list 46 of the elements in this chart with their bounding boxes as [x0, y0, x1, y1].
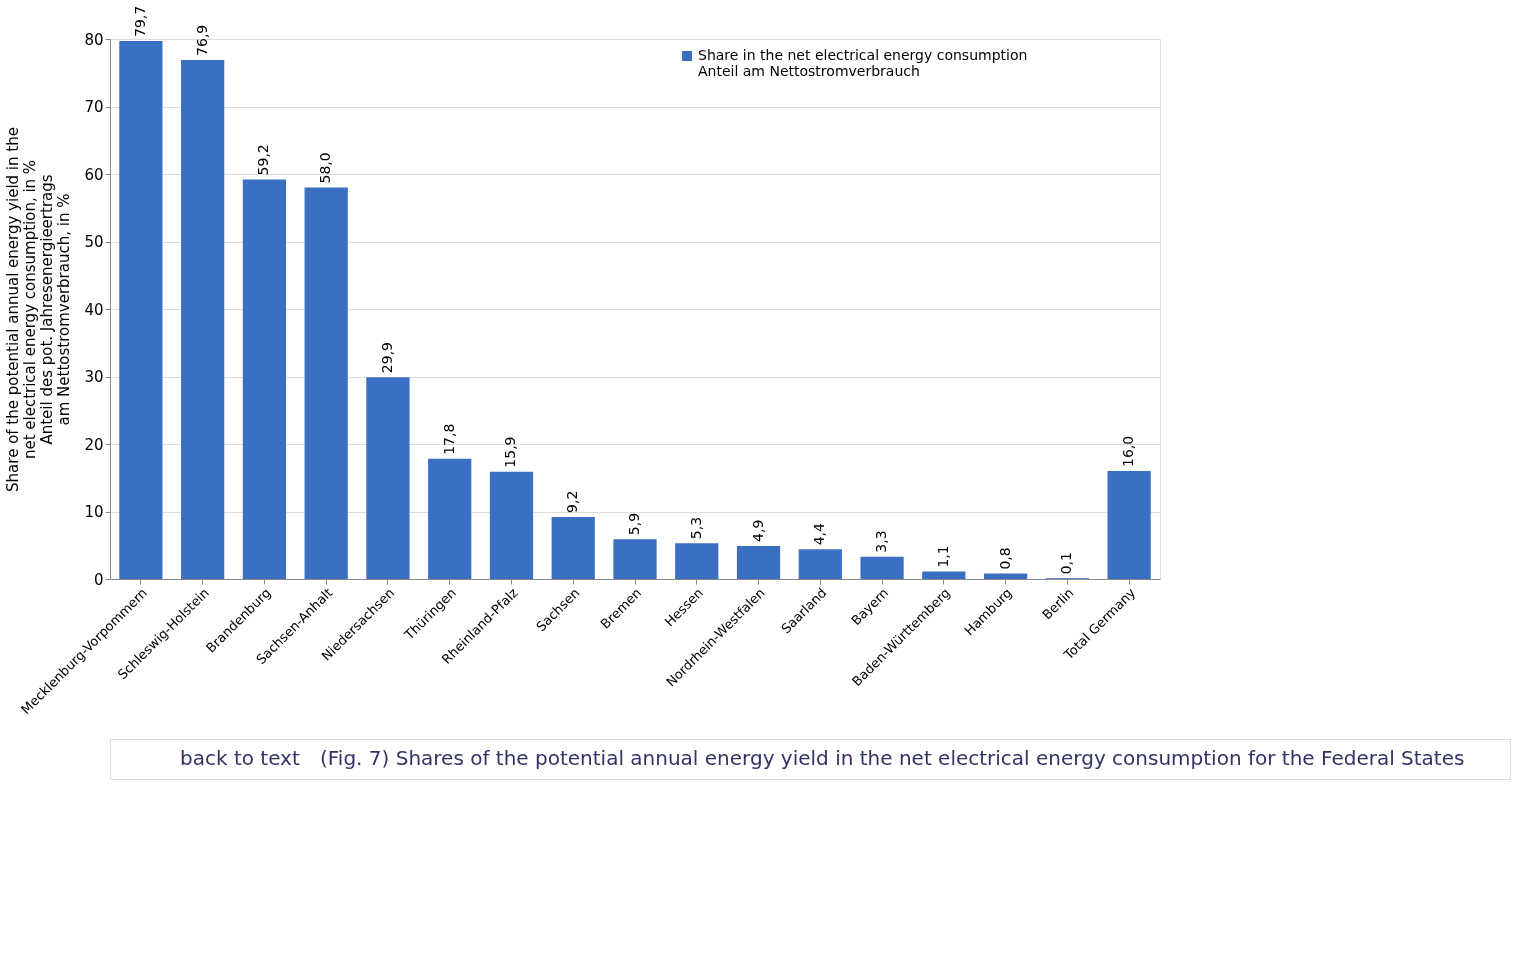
bar: [428, 458, 472, 579]
bar: [551, 516, 595, 579]
y-axis-title: Share of the potential annual energy yield in the net electrical energy consumption, in % Anteil des pot. Jahresenergieertrags am Nettostromverbrauch, in %: [4, 127, 74, 492]
legend-label: Share in the net electrical energy consumption Anteil am Nettostromverbrauch: [698, 47, 1028, 79]
y-tick-label: 20: [84, 435, 104, 454]
bar: [181, 59, 225, 579]
bar: [736, 545, 781, 579]
bar: [366, 377, 410, 579]
data-label: 1,1: [934, 545, 951, 568]
data-label: 5,3: [687, 516, 704, 540]
data-label: 9,2: [564, 490, 581, 513]
y-tick-label: 80: [84, 30, 104, 49]
data-label: 0,1: [1058, 552, 1075, 575]
y-tick-label: 30: [84, 368, 104, 386]
y-tick-label: 70: [84, 98, 104, 116]
bar: [119, 41, 163, 579]
data-label: 16,0: [1120, 435, 1137, 467]
bar: [675, 543, 719, 579]
y-tick-label: 40: [84, 300, 104, 319]
data-label: 76,9: [193, 24, 210, 56]
bar: [304, 187, 348, 579]
y-tick-label: 50: [84, 233, 104, 251]
data-label: 59,2: [255, 144, 272, 176]
data-label: 29,9: [378, 342, 395, 374]
text: back to text: [180, 746, 300, 770]
bar: [798, 549, 842, 579]
bar: [613, 539, 657, 579]
data-label: 58,0: [317, 152, 334, 184]
y-tick-label: 60: [84, 165, 104, 184]
data-label: 4,9: [749, 519, 766, 542]
bar: [242, 179, 287, 579]
y-tick-label: 0: [93, 570, 104, 589]
data-label: 5,9: [626, 512, 642, 536]
data-label: 0,8: [996, 547, 1013, 570]
bar: [860, 556, 904, 579]
bar: [983, 573, 1028, 579]
data-label: 17,8: [440, 423, 457, 455]
data-label: 15,9: [502, 436, 519, 468]
data-label: 3,3: [873, 530, 890, 553]
data-label: 79,7: [131, 5, 148, 38]
bar: [1107, 471, 1151, 579]
y-tick-label: 10: [84, 503, 104, 521]
text: (Fig. 7) Shares of the potential annual energy yield in the net electrical energy consumption for the Federal States: [320, 746, 1465, 770]
data-label: 4,4: [811, 522, 828, 546]
bar: [489, 471, 534, 579]
bar: [922, 571, 966, 579]
